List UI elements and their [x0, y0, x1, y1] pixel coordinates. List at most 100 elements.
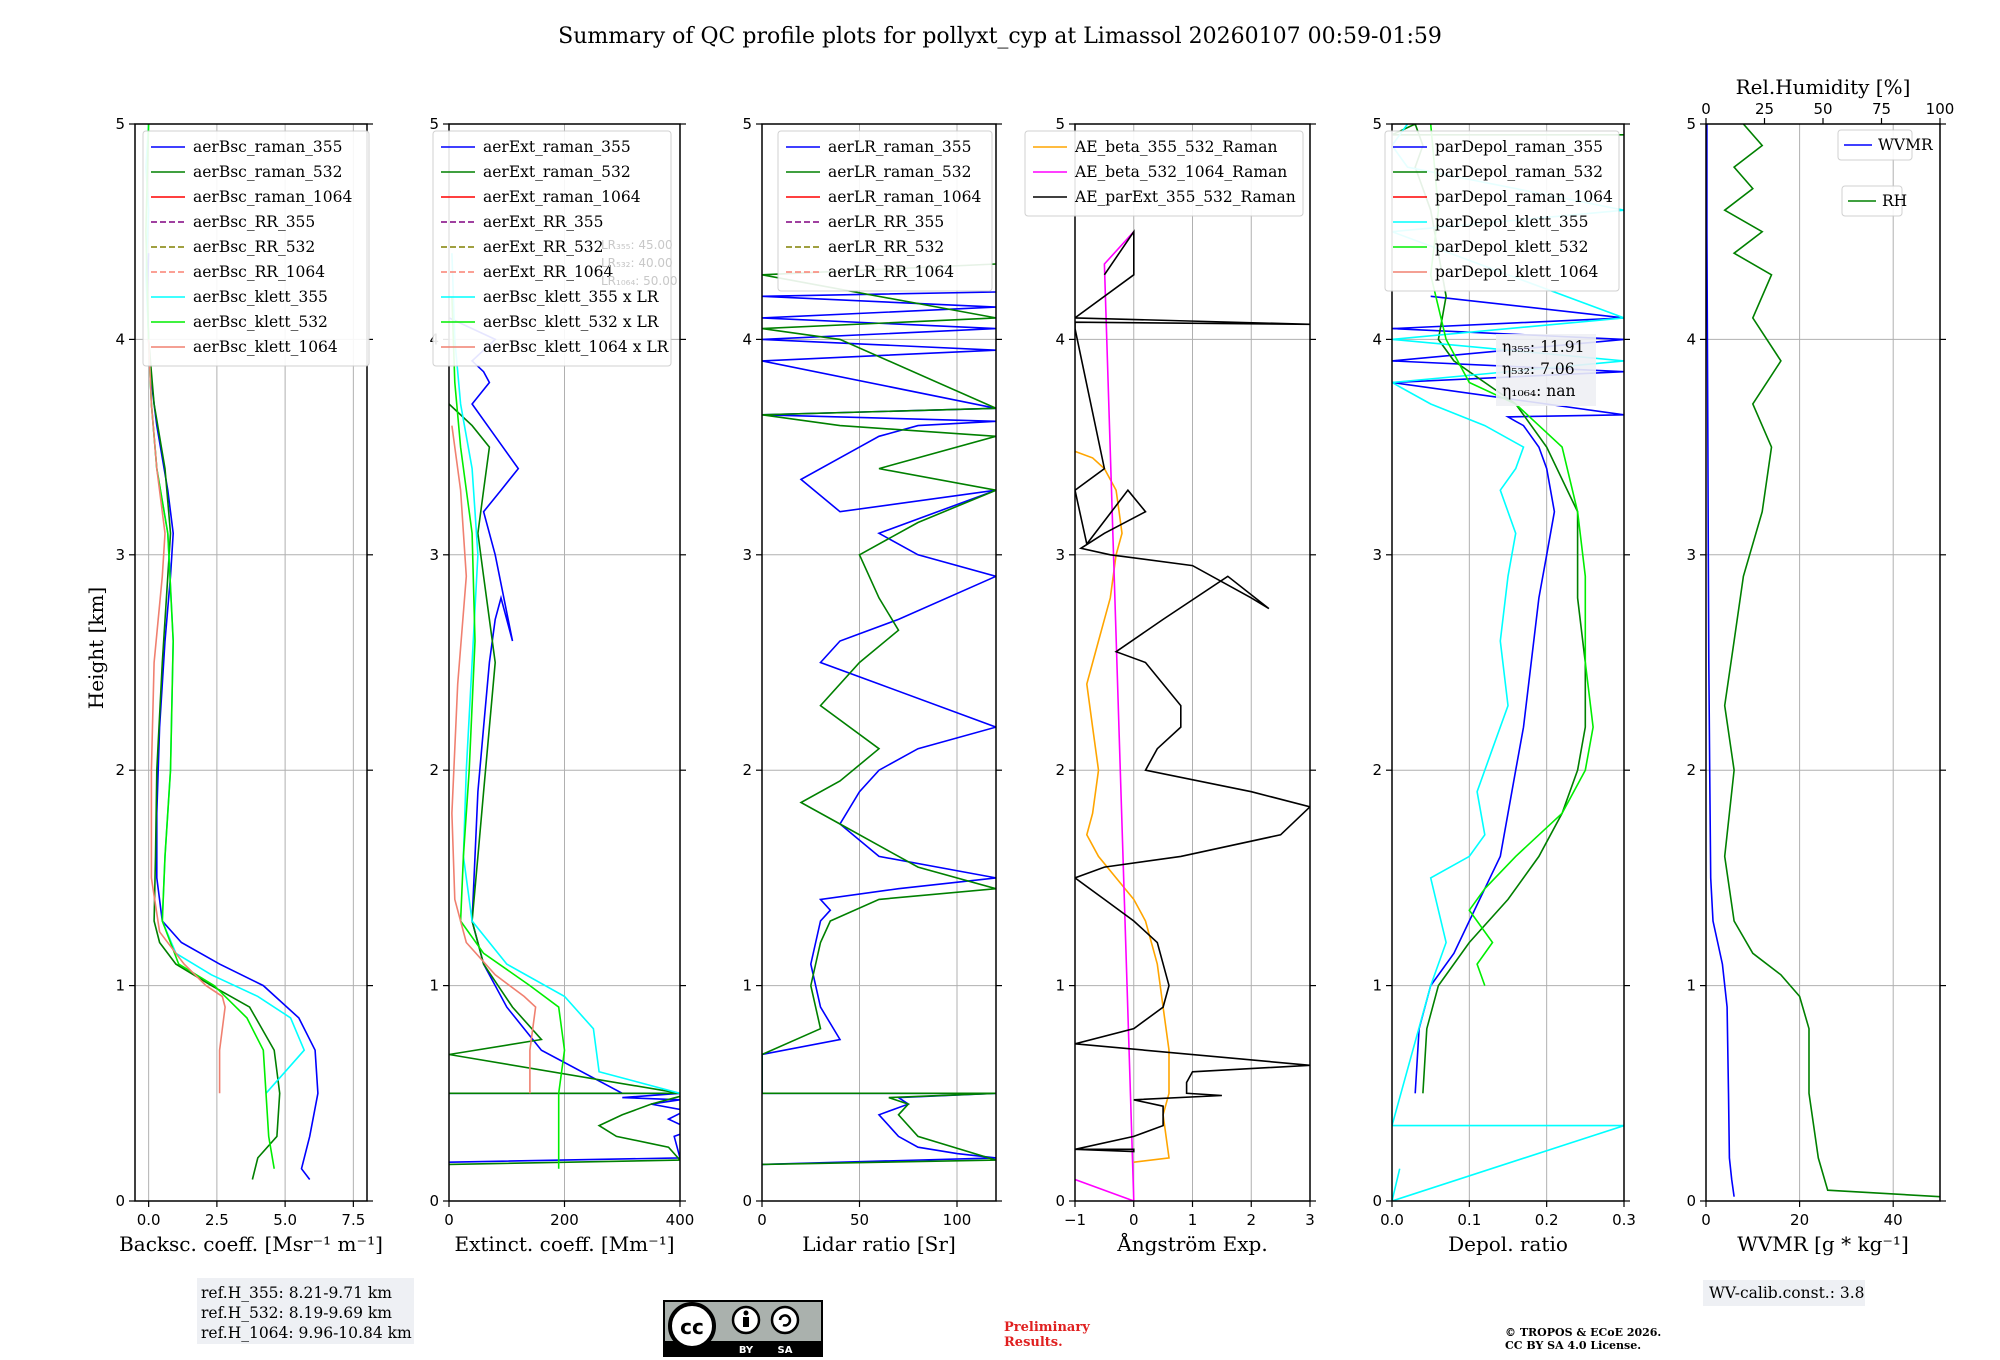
preliminary-note-line2: Results. — [1004, 1335, 1063, 1350]
series-group-ae — [1075, 229, 1310, 1201]
x-tick-label: 0 — [444, 1211, 454, 1229]
legend-ae: AE_beta_355_532_Raman AE_beta_532_1064_Ra… — [1024, 130, 1304, 217]
cc-license-badge: cc BY SA — [663, 1300, 823, 1357]
legend-label: parDepol_raman_1064 — [1435, 188, 1613, 206]
wv-calib-text: WV-calib.const.: 3.8 — [1709, 1284, 1865, 1302]
x-axis-label-depol: Depol. ratio — [1448, 1232, 1568, 1256]
grid-ae — [1074, 123, 1311, 1202]
y-tick-label: 5 — [1686, 115, 1696, 133]
panel-lr: 0 50 100 0 1 2 3 4 5 Lidar ratio [Sr] aerLR_raman_… — [742, 115, 1002, 1256]
x-tick-label: 400 — [666, 1211, 695, 1229]
series-line-aerExt_raman_355 — [449, 317, 680, 1163]
y-tick-label: 5 — [1372, 115, 1382, 133]
x-tick-label: 200 — [550, 1211, 579, 1229]
y-tick-label: 1 — [1055, 977, 1065, 995]
x-tick-label: 3 — [1305, 1211, 1315, 1229]
top-tick-label: 50 — [1813, 100, 1832, 118]
legend-label: aerExt_raman_355 — [483, 138, 631, 156]
y-tick-label: 0 — [1372, 1192, 1382, 1210]
chart-title: Summary of QC profile plots for pollyxt_… — [558, 24, 1442, 49]
x-tick-label: 0.3 — [1612, 1211, 1636, 1229]
legend-label: aerLR_RR_355 — [828, 213, 944, 231]
legend-label: aerLR_raman_355 — [828, 138, 971, 156]
y-tick-label: 0 — [742, 1192, 752, 1210]
y-tick-label: 4 — [1372, 330, 1382, 348]
legend-lr: aerLR_raman_355 aerLR_raman_532 aerLR_rama… — [777, 130, 993, 292]
y-tick-label: 0 — [1055, 1192, 1065, 1210]
x-tick-label: 0.1 — [1457, 1211, 1481, 1229]
axes-frame-lr — [761, 123, 997, 1202]
y-tick-label: 2 — [429, 761, 439, 779]
y-tick-label: 1 — [429, 977, 439, 995]
y-tick-label: 3 — [1686, 546, 1696, 564]
y-tick-label: 1 — [742, 977, 752, 995]
lr-note: LR₅₃₂: 40.00 — [601, 256, 673, 270]
top-tick-label: 75 — [1872, 100, 1891, 118]
ref-height-box: ref.H_355: 8.21-9.71 km ref.H_532: 8.19-… — [197, 1278, 414, 1344]
legend-label: aerExt_RR_355 — [483, 213, 604, 231]
eta-value: η₁₀₆₄: nan — [1502, 382, 1576, 400]
cc-icon — [668, 1302, 716, 1350]
series-line-parDepol_klett_532 — [1429, 124, 1594, 986]
series-line-aerBsc_raman_355 — [146, 253, 319, 1180]
ref-h-355: ref.H_355: 8.21-9.71 km — [201, 1284, 392, 1302]
x-axis-label-ext: Extinct. coeff. [Mm⁻¹] — [454, 1232, 674, 1256]
legend-label: parDepol_klett_355 — [1435, 213, 1588, 231]
series-line-aerLR_raman_355 — [762, 291, 996, 1166]
copyright-line2: CC BY SA 4.0 License. — [1505, 1339, 1641, 1352]
y-tick-label: 4 — [742, 330, 752, 348]
series-group-lr — [762, 263, 996, 1166]
series-line-aerBsc_klett_1064 — [147, 339, 226, 1094]
panel-depol: 0.0 0.1 0.2 0.3 0 1 2 3 4 5 Depol. ratio parDepol_r… — [1372, 115, 1635, 1256]
x-tick-label: 5.0 — [273, 1211, 297, 1229]
series-line-aerExt_raman_532 — [449, 403, 680, 1166]
legend-label: aerBsc_klett_1064 x LR — [483, 338, 670, 356]
top-axis-label: Rel.Humidity [%] — [1736, 75, 1911, 99]
y-tick-label: 4 — [1686, 330, 1696, 348]
legend-label: aerExt_RR_1064 — [483, 263, 614, 281]
x-axis-label-bsc: Backsc. coeff. [Msr⁻¹ m⁻¹] — [119, 1232, 383, 1256]
y-tick-label: 0 — [115, 1192, 125, 1210]
legend-label: AE_beta_355_532_Raman — [1074, 138, 1277, 156]
legend-box — [1024, 130, 1304, 217]
x-axis-label-wv: WVMR [g * kg⁻¹] — [1737, 1232, 1909, 1256]
legend-label: AE_parExt_355_532_Raman — [1074, 188, 1296, 206]
legend-depol: parDepol_raman_355 parDepol_raman_532 parD… — [1384, 130, 1620, 292]
y-axis-label: Height [km] — [84, 587, 108, 709]
panels: 0.0 2.5 5.0 7.5 0 1 2 3 4 5 Backsc. coeff. [Msr⁻¹ … — [115, 75, 1954, 1256]
x-tick-label: 7.5 — [341, 1211, 365, 1229]
y-tick-label: 2 — [1372, 761, 1382, 779]
x-axis-label-lr: Lidar ratio [Sr] — [802, 1232, 956, 1256]
series-line-aerBsc_klett_355 x LR — [451, 253, 680, 1095]
series-line-WVMR — [1706, 124, 1735, 1197]
y-tick-label: 5 — [429, 115, 439, 133]
legend-label: aerBsc_raman_532 — [193, 163, 343, 181]
legend-label: aerBsc_RR_355 — [193, 213, 315, 231]
legend-wv: WVMR RH — [1837, 129, 1934, 217]
y-tick-label: 0 — [429, 1192, 439, 1210]
x-tick-label: 0 — [1701, 1211, 1711, 1229]
x-tick-label: 0 — [1129, 1211, 1139, 1229]
y-tick-label: 4 — [1055, 330, 1065, 348]
series-line-aerBsc_klett_1064 x LR — [451, 425, 537, 1094]
x-tick-label: 1 — [1188, 1211, 1198, 1229]
axes-frame-wv — [1705, 123, 1941, 1202]
series-line-aerBsc_klett_532 x LR — [451, 296, 566, 1169]
ref-h-532: ref.H_532: 8.19-9.69 km — [201, 1304, 392, 1322]
top-tick-label: 0 — [1701, 100, 1711, 118]
legend-label: aerBsc_RR_1064 — [193, 263, 325, 281]
legend-bsc: aerBsc_raman_355 aerBsc_raman_532 aerBsc_r… — [142, 130, 370, 367]
series-line-RH — [1723, 124, 1940, 1198]
x-tick-label: 0 — [757, 1211, 767, 1229]
legend-label: parDepol_raman_355 — [1435, 138, 1603, 156]
series-group-wv — [1706, 124, 1940, 1198]
legend-label: aerExt_RR_532 — [483, 238, 604, 256]
legend-box — [432, 130, 672, 367]
y-tick-label: 3 — [1372, 546, 1382, 564]
lr-note: LR₁₀₆₄: 50.00 — [601, 274, 677, 288]
ref-height-bg — [197, 1278, 414, 1344]
copyright-line1: © TROPOS & ECoE 2026. — [1505, 1326, 1661, 1339]
cc-sa-label: SA — [778, 1345, 793, 1356]
series-line-AE_parExt_355_532_Raman — [1075, 229, 1310, 1153]
